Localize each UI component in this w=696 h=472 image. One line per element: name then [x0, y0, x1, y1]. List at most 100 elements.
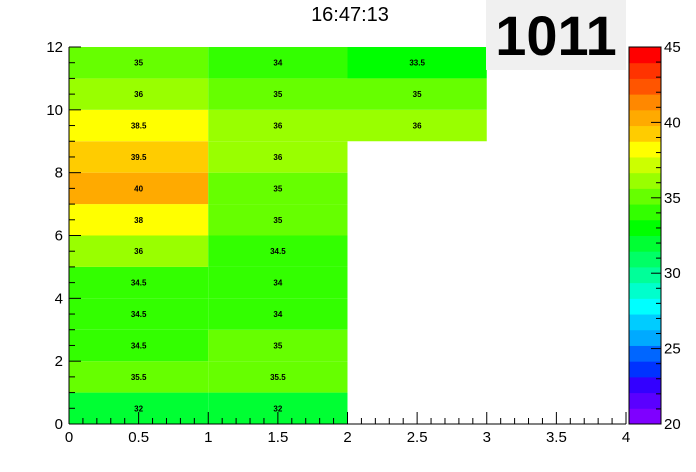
x-tick-label: 0: [65, 429, 73, 446]
colorbar-swatch: [629, 298, 661, 315]
cell-value-label: 35: [273, 341, 282, 350]
colorbar-swatch: [629, 62, 661, 79]
colorbar-tick-label: 30: [664, 265, 681, 282]
heatmap-cell: [347, 78, 487, 110]
cell-value-label: 35.5: [270, 373, 286, 382]
heatmap-cell: [208, 204, 348, 236]
colorbar-swatch: [629, 156, 661, 174]
colorbar-tick-label: 25: [664, 341, 681, 358]
x-tick-label: 0.5: [128, 429, 149, 446]
cell-value-label: 36: [273, 122, 282, 131]
heatmap-cell: [208, 266, 348, 299]
heatmap-cell: [347, 47, 487, 79]
cell-value-label: 34.5: [131, 279, 147, 288]
colorbar-tick-label: 35: [664, 190, 681, 207]
heatmap-cell: [208, 109, 348, 142]
x-tick-label: 1: [204, 429, 212, 446]
heatmap-cell: [208, 235, 348, 267]
heatmap-cell: [208, 141, 348, 173]
heatmap-cell: [69, 361, 209, 393]
x-tick-label: 3.5: [546, 429, 567, 446]
heatmap-cell: [69, 109, 209, 142]
y-tick-label: 6: [55, 228, 63, 245]
heatmap-cell: [208, 298, 348, 330]
colorbar-swatch: [629, 188, 661, 205]
colorbar-swatch: [629, 314, 661, 331]
cell-value-label: 36: [273, 153, 282, 162]
colorbar-swatch: [629, 47, 661, 64]
colorbar-swatch: [629, 266, 661, 284]
heatmap-cell: [69, 235, 209, 267]
cell-value-label: 34.5: [131, 341, 147, 350]
colorbar-swatch: [629, 109, 661, 127]
y-tick-label: 0: [55, 416, 63, 433]
colorbar-swatch: [629, 392, 661, 409]
cell-value-label: 35: [273, 216, 282, 225]
heatmap-cell: [208, 361, 348, 393]
y-tick-label: 10: [46, 102, 63, 119]
cell-value-label: 34: [273, 59, 282, 68]
heatmap-cell: [208, 172, 348, 205]
cell-value-label: 36: [134, 247, 143, 256]
colorbar-frame: [628, 46, 662, 425]
cell-value-label: 32: [134, 404, 143, 413]
heatmap-cell: [208, 78, 348, 110]
cell-value-label: 38: [134, 216, 143, 225]
colorbar-swatch: [629, 235, 661, 252]
colorbar-swatch: [629, 172, 661, 189]
cell-value-label: 32: [273, 404, 282, 413]
cell-value-label: 34.5: [131, 310, 147, 319]
y-tick-label: 12: [46, 39, 63, 56]
colorbar-swatch: [629, 361, 661, 378]
x-tick-label: 2.5: [407, 429, 428, 446]
heatmap-cell: [208, 329, 348, 362]
y-tick-label: 8: [55, 165, 63, 182]
colorbar-swatch: [629, 251, 661, 268]
heatmap-cell: [69, 329, 209, 362]
colorbar-swatch: [629, 94, 661, 111]
cell-value-label: 35.5: [131, 373, 147, 382]
x-tick-label: 2: [343, 429, 351, 446]
y-tick-label: 2: [55, 353, 63, 370]
cell-value-label: 34: [273, 310, 282, 319]
colorbar-swatch: [629, 141, 661, 158]
colorbar-swatch: [629, 204, 661, 221]
colorbar-swatch: [629, 345, 661, 362]
cell-value-label: 34.5: [270, 247, 286, 256]
colorbar-swatch: [629, 219, 661, 236]
heatmap-cell: [69, 298, 209, 330]
colorbar: 20 25 30 35 40 45: [628, 39, 681, 433]
heatmap-cell-labels: 32 32 35.5 35.5 34.5 35 34.5 34 34.5 34 36 34.5 38 35…: [131, 59, 426, 414]
heatmap-cell: [208, 47, 348, 79]
x-tick-label: 3: [483, 429, 491, 446]
colorbar-swatch: [629, 78, 661, 95]
colorbar-tick-label: 20: [664, 416, 681, 433]
cell-value-label: 35: [273, 90, 282, 99]
cell-value-label: 40: [134, 184, 143, 193]
colorbar-tick-label: 40: [664, 114, 681, 131]
colorbar-tick-label: 45: [664, 39, 681, 56]
cell-value-label: 36: [134, 90, 143, 99]
heatmap-cell: [69, 266, 209, 299]
cell-value-label: 39.5: [131, 153, 147, 162]
heatmap-cell: [69, 204, 209, 236]
cell-value-label: 35: [134, 59, 143, 68]
y-tick-label: 4: [55, 290, 63, 307]
cell-value-label: 33.5: [409, 59, 425, 68]
colorbar-swatch: [629, 329, 661, 346]
colorbar-swatch: [629, 125, 661, 142]
cell-value-label: 35: [273, 184, 282, 193]
heatmap-cell: [69, 47, 209, 79]
cell-value-label: 34: [273, 279, 282, 288]
heatmap-cell: [69, 78, 209, 110]
cell-value-label: 38.5: [131, 122, 147, 131]
colorbar-swatch: [629, 282, 661, 299]
heatmap-cell: [69, 172, 209, 205]
colorbar-swatch: [629, 408, 661, 425]
cell-value-label: 35: [413, 90, 422, 99]
heatmap-cells: [69, 47, 487, 424]
x-tick-label: 4: [622, 429, 630, 446]
cell-value-label: 36: [413, 122, 422, 131]
